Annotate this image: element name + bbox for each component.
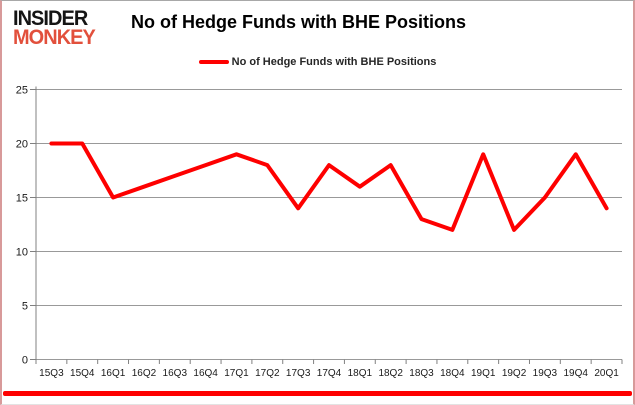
x-axis-label: 15Q4 <box>70 368 95 379</box>
y-axis-label: 15 <box>16 193 28 205</box>
x-axis-label: 18Q3 <box>409 368 434 379</box>
y-axis-label: 0 <box>22 355 28 367</box>
x-axis-label: 19Q2 <box>502 368 527 379</box>
y-axis-label: 25 <box>16 85 28 97</box>
legend-label: No of Hedge Funds with BHE Positions <box>231 56 437 68</box>
logo-text-insider: INSIDER <box>13 7 88 30</box>
x-axis-label: 18Q1 <box>348 368 373 379</box>
series-line <box>49 141 609 232</box>
x-axis-label: 16Q3 <box>163 368 188 379</box>
x-axis-label: 17Q3 <box>286 368 311 379</box>
legend: No of Hedge Funds with BHE Positions <box>2 56 633 68</box>
y-axis-label: 20 <box>16 139 28 151</box>
insider-monkey-logo: INSIDER MONKEY <box>13 7 96 50</box>
bottom-accent-bar <box>3 391 632 396</box>
legend-line-swatch <box>198 60 229 64</box>
x-axis-label: 17Q1 <box>224 368 249 379</box>
x-axis-label: 18Q2 <box>378 368 403 379</box>
x-axis-label: 17Q4 <box>317 368 342 379</box>
x-axis-label: 16Q1 <box>101 368 126 379</box>
x-axis-label: 17Q2 <box>255 368 280 379</box>
x-axis-label: 15Q3 <box>39 368 64 379</box>
x-axis-label: 19Q1 <box>471 368 496 379</box>
y-axis-label: 10 <box>16 247 28 259</box>
y-axis-label: 5 <box>22 301 28 313</box>
x-axis-label: 18Q4 <box>440 368 465 379</box>
x-axis-label: 19Q4 <box>564 368 589 379</box>
logo-text-monkey: MONKEY <box>13 26 96 50</box>
x-axis-label: 16Q4 <box>193 368 218 379</box>
chart-title: No of Hedge Funds with BHE Positions <box>131 12 466 32</box>
x-axis-label: 19Q3 <box>533 368 558 379</box>
x-axis-label: 16Q2 <box>132 368 157 379</box>
x-axis-label: 20Q1 <box>594 368 619 379</box>
